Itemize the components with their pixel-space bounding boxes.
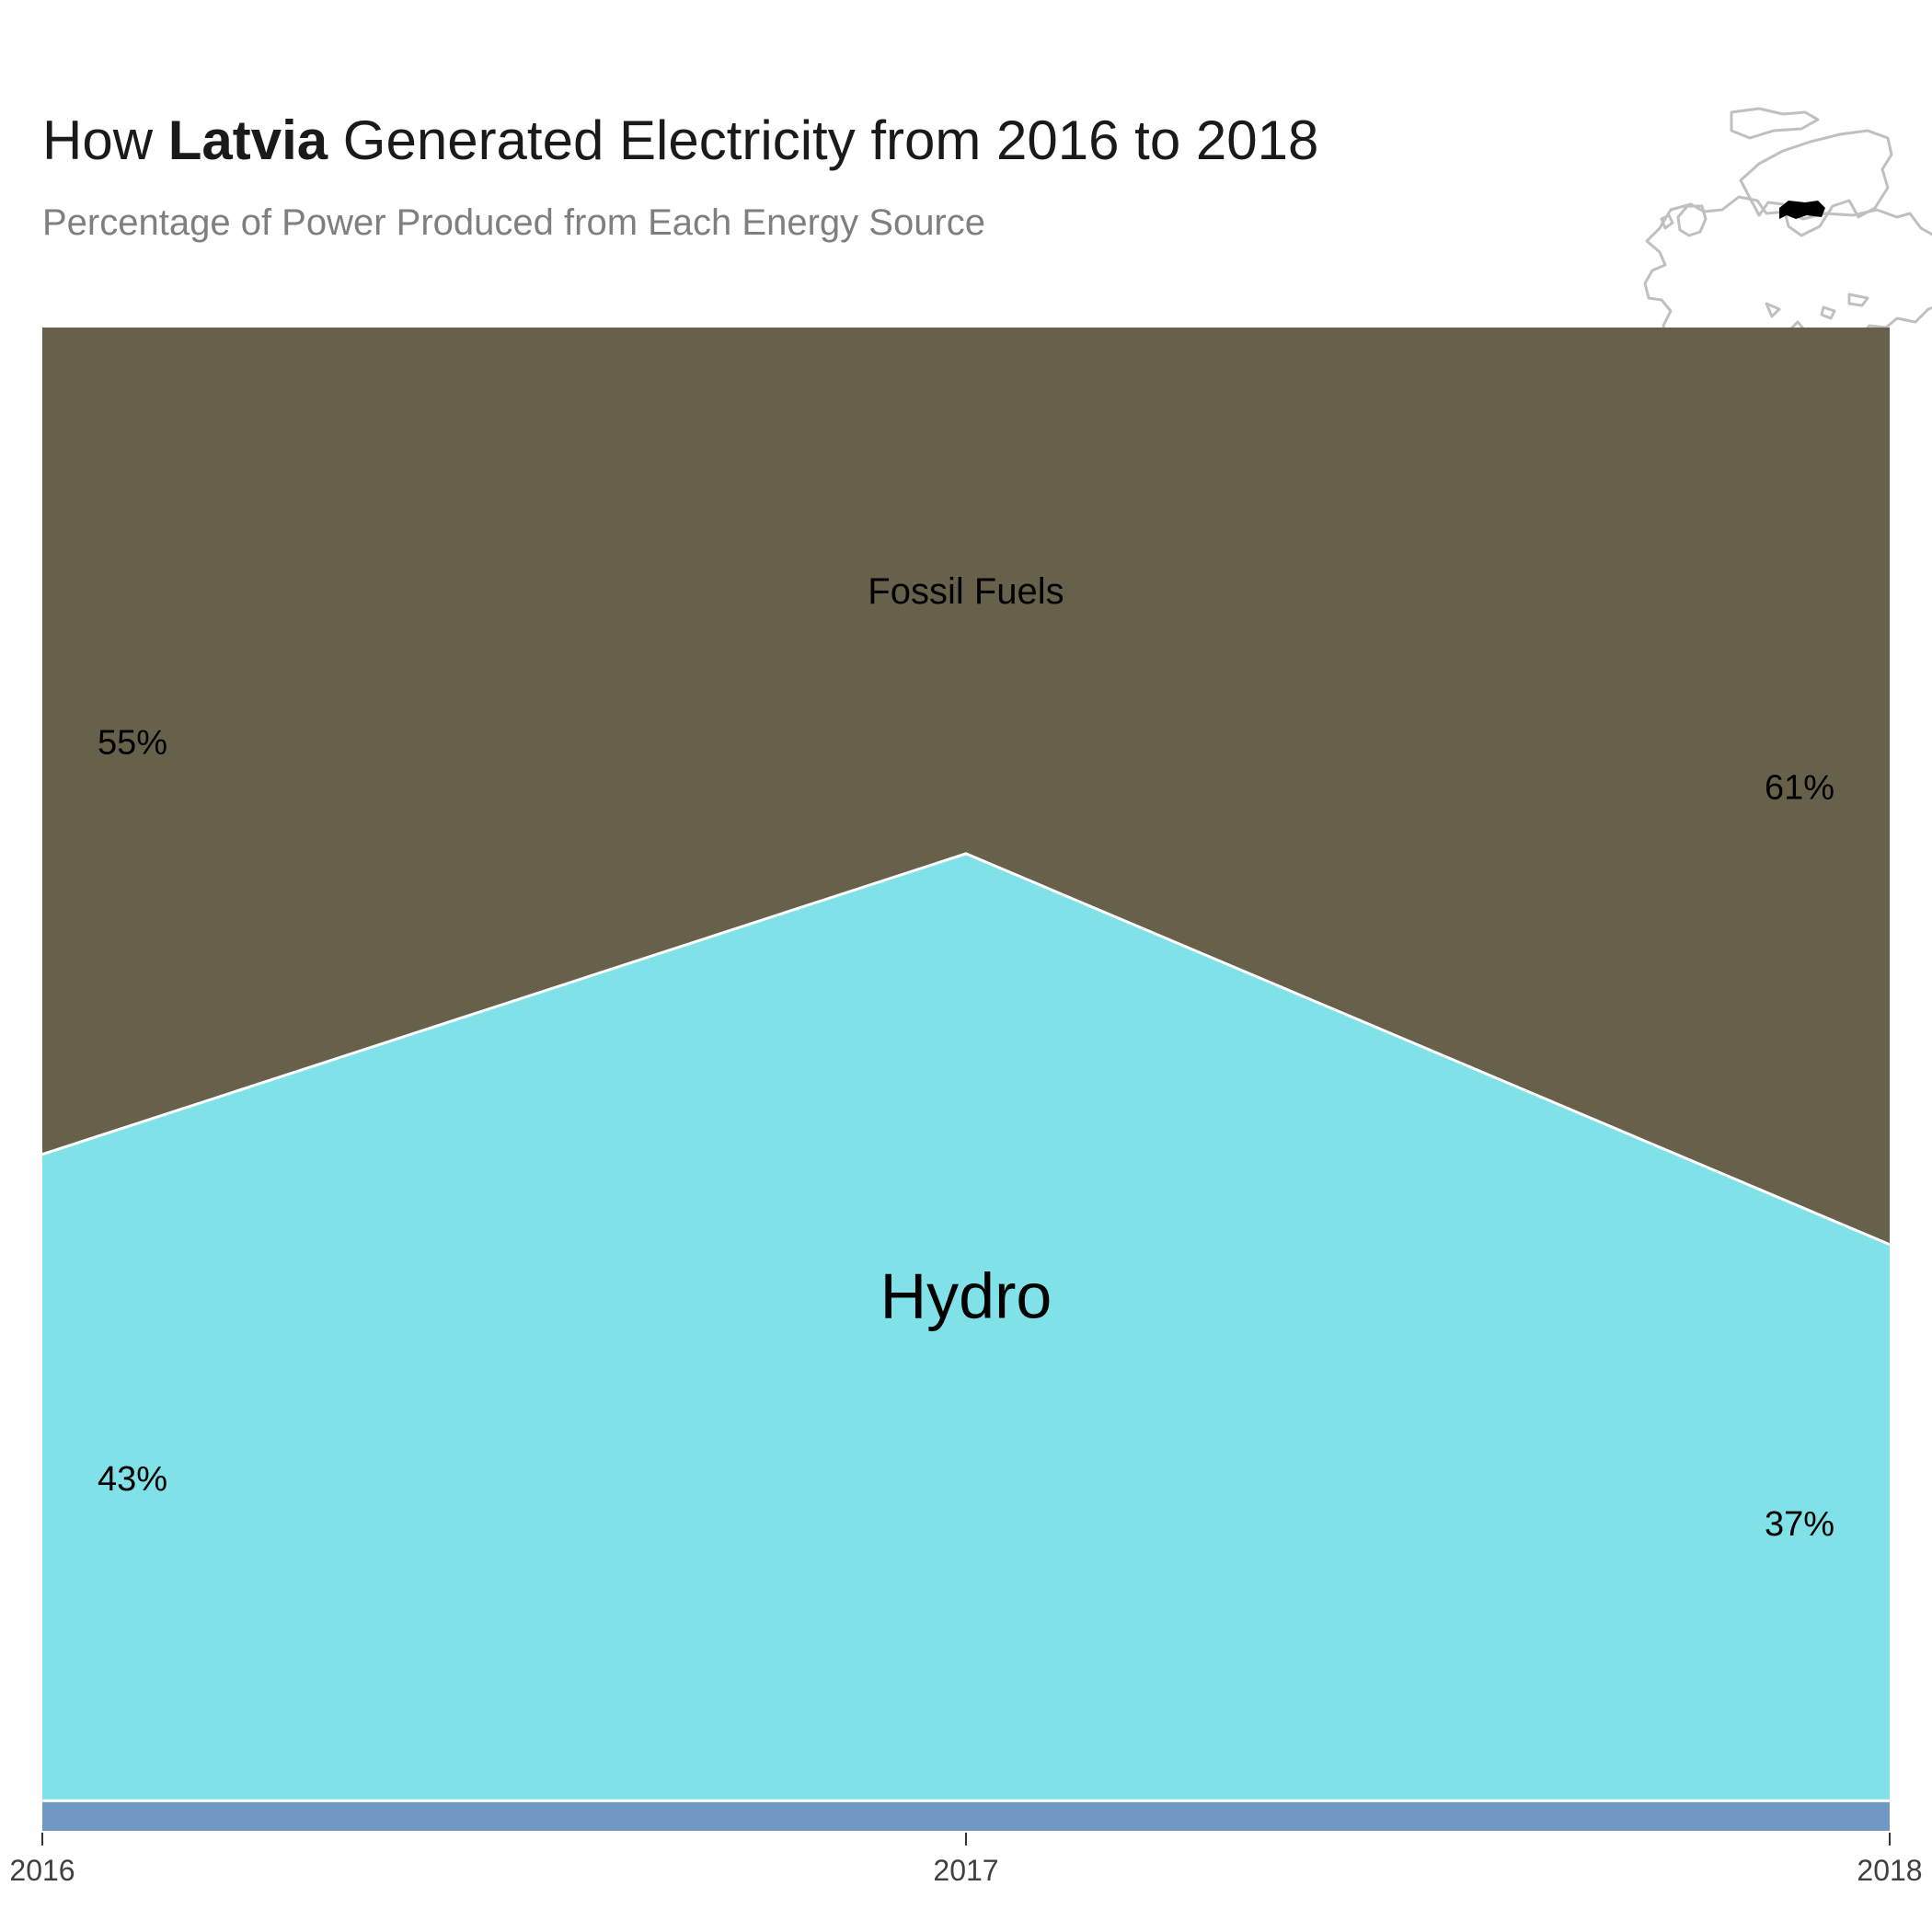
page-title: How Latvia Generated Electricity from 20… bbox=[42, 109, 1318, 172]
map-mainland-outline bbox=[1643, 195, 1932, 348]
value-labels: 55% 61% 43% 37% bbox=[98, 723, 1834, 1544]
title-country: Latvia bbox=[167, 109, 328, 171]
area-boundary-lines bbox=[41, 852, 1891, 1802]
series-labels: Fossil Fuels Hydro bbox=[868, 571, 1064, 1332]
area-fossil-fuels bbox=[42, 328, 1890, 1245]
area-series-0 bbox=[42, 1800, 1890, 1831]
area-hydro bbox=[42, 853, 1890, 1801]
value-label-fossil-2016: 55% bbox=[98, 723, 167, 762]
boundary-line-1 bbox=[41, 852, 1891, 1247]
series-label-fossil-fuels: Fossil Fuels bbox=[868, 571, 1064, 612]
area-layers bbox=[42, 328, 1890, 1831]
title-suffix: Generated Electricity from 2016 to 2018 bbox=[328, 109, 1319, 171]
map-med-islands-outline bbox=[1765, 293, 1869, 320]
map-uk-outline bbox=[1660, 204, 1708, 237]
value-label-hydro-2016: 43% bbox=[98, 1460, 167, 1499]
europe-inset-map-icon bbox=[1643, 107, 1932, 348]
x-axis: 2016 2017 2018 bbox=[9, 1833, 1923, 1887]
x-tick-label-2016: 2016 bbox=[9, 1854, 75, 1887]
map-latvia-shape bbox=[1779, 201, 1825, 219]
x-tick-label-2017: 2017 bbox=[933, 1854, 998, 1887]
title-prefix: How bbox=[42, 109, 168, 171]
value-label-fossil-2018: 61% bbox=[1765, 768, 1834, 807]
series-label-hydro: Hydro bbox=[880, 1260, 1052, 1332]
x-tick-label-2018: 2018 bbox=[1857, 1854, 1922, 1887]
page-subtitle: Percentage of Power Produced from Each E… bbox=[42, 202, 985, 243]
value-label-hydro-2018: 37% bbox=[1765, 1505, 1834, 1544]
